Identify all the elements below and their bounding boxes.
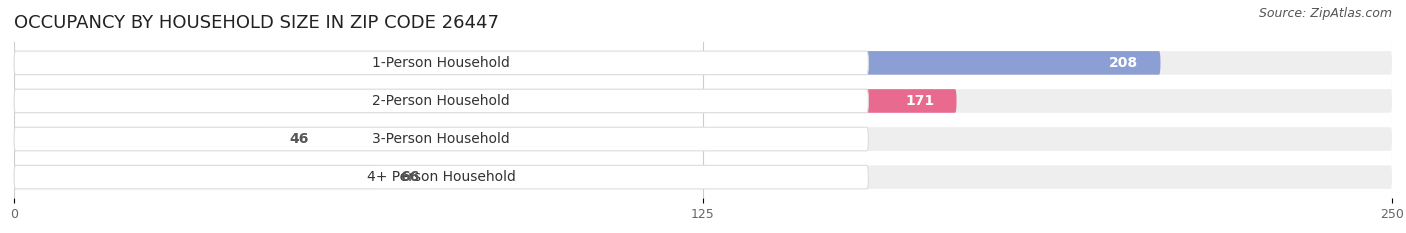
FancyBboxPatch shape (14, 127, 267, 151)
Text: 2-Person Household: 2-Person Household (373, 94, 510, 108)
Text: Source: ZipAtlas.com: Source: ZipAtlas.com (1258, 7, 1392, 20)
Text: 171: 171 (905, 94, 935, 108)
FancyBboxPatch shape (14, 51, 869, 75)
FancyBboxPatch shape (14, 51, 1392, 75)
FancyBboxPatch shape (14, 51, 1160, 75)
FancyBboxPatch shape (14, 89, 869, 113)
Text: 66: 66 (399, 170, 419, 184)
FancyBboxPatch shape (14, 165, 1392, 189)
Text: 3-Person Household: 3-Person Household (373, 132, 510, 146)
Text: 1-Person Household: 1-Person Household (373, 56, 510, 70)
Text: 46: 46 (290, 132, 309, 146)
Text: 4+ Person Household: 4+ Person Household (367, 170, 516, 184)
Text: 208: 208 (1109, 56, 1139, 70)
FancyBboxPatch shape (14, 165, 869, 189)
FancyBboxPatch shape (14, 89, 956, 113)
FancyBboxPatch shape (14, 127, 869, 151)
Text: OCCUPANCY BY HOUSEHOLD SIZE IN ZIP CODE 26447: OCCUPANCY BY HOUSEHOLD SIZE IN ZIP CODE … (14, 14, 499, 32)
FancyBboxPatch shape (14, 89, 1392, 113)
FancyBboxPatch shape (14, 127, 1392, 151)
FancyBboxPatch shape (14, 165, 378, 189)
